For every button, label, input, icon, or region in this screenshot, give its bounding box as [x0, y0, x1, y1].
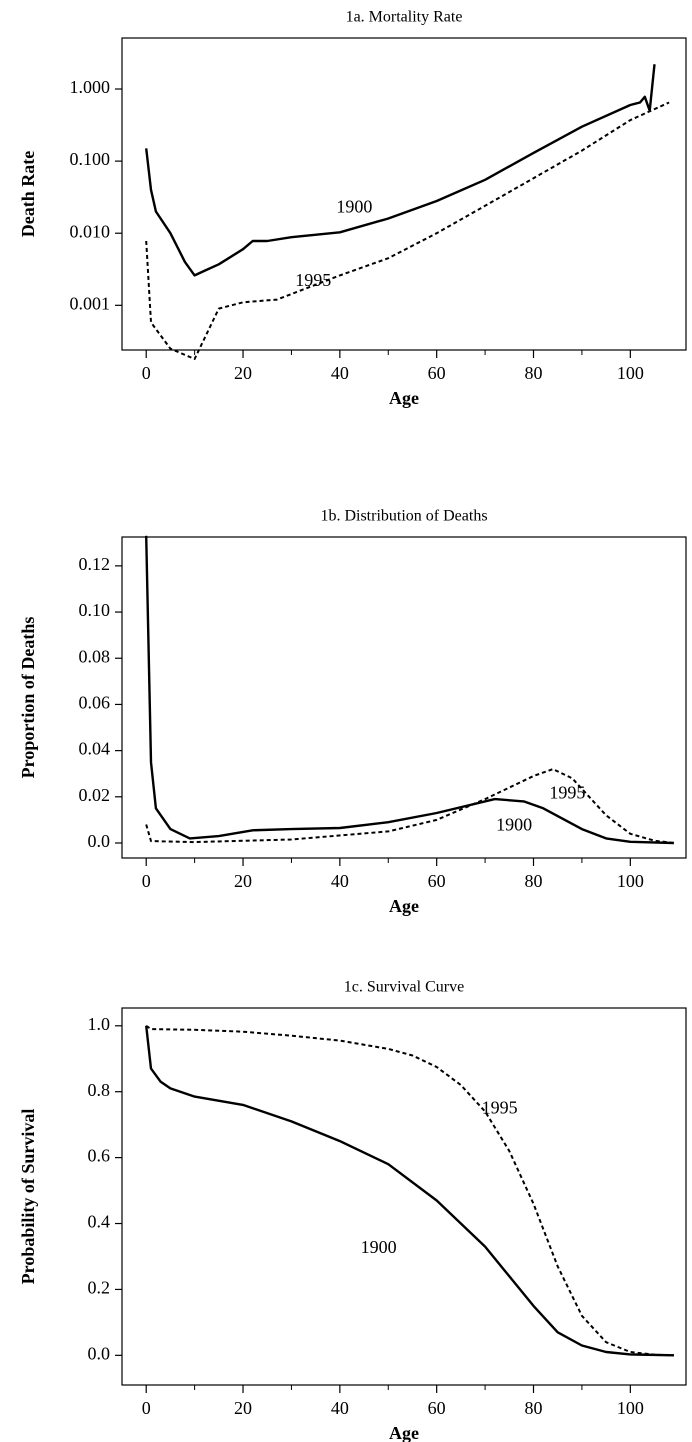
- y-tick-label: 0.0: [88, 1343, 111, 1363]
- y-tick-label: 0.10: [79, 600, 111, 620]
- y-tick-label: 0.04: [79, 739, 111, 759]
- x-tick-label: 60: [428, 871, 446, 891]
- x-tick-label: 40: [331, 871, 349, 891]
- y-tick-label: 0.100: [70, 149, 111, 169]
- x-tick-label: 60: [428, 363, 446, 383]
- series-label: 1900: [496, 814, 532, 834]
- series-line: [145, 64, 656, 277]
- y-tick-label: 0.010: [70, 221, 111, 241]
- x-tick-label: 20: [234, 1398, 252, 1418]
- x-tick-label: 100: [617, 1398, 644, 1418]
- series-line: [145, 1024, 674, 1357]
- x-axis-label: Age: [389, 388, 419, 408]
- y-axis-label: Probability of Survival: [18, 1109, 38, 1285]
- plot-frame: [121, 1007, 687, 1386]
- y-tick-label: 1.000: [70, 77, 111, 97]
- x-tick-label: 0: [142, 363, 151, 383]
- series-label: 1900: [361, 1237, 397, 1257]
- series-label: 1995: [549, 783, 585, 803]
- y-axis-label: Death Rate: [18, 151, 38, 237]
- y-tick-label: 0.4: [88, 1212, 111, 1232]
- x-axis-label: Age: [389, 1423, 419, 1442]
- series-line: [145, 1025, 674, 1357]
- x-tick-label: 20: [234, 363, 252, 383]
- y-tick-label: 0.0: [88, 831, 111, 851]
- y-tick-label: 0.12: [79, 554, 111, 574]
- y-tick-label: 0.06: [79, 693, 111, 713]
- y-tick-label: 0.02: [79, 785, 111, 805]
- x-tick-label: 0: [142, 871, 151, 891]
- y-tick-label: 0.08: [79, 646, 111, 666]
- series-label: 1995: [295, 270, 331, 290]
- x-tick-label: 80: [525, 363, 543, 383]
- series-line: [145, 535, 674, 845]
- plot-frame: [121, 37, 687, 351]
- series-label: 1995: [482, 1098, 518, 1118]
- plot-frame: [121, 536, 687, 859]
- y-tick-label: 0.001: [70, 293, 111, 313]
- x-tick-label: 40: [331, 363, 349, 383]
- x-tick-label: 0: [142, 1398, 151, 1418]
- y-tick-label: 0.6: [88, 1146, 111, 1166]
- y-tick-label: 1.0: [88, 1014, 111, 1034]
- x-tick-label: 80: [525, 1398, 543, 1418]
- y-tick-label: 0.8: [88, 1080, 111, 1100]
- x-axis-label: Age: [389, 896, 419, 916]
- series-line: [145, 768, 675, 844]
- chart-title: 1b. Distribution of Deaths: [320, 508, 487, 525]
- x-tick-label: 40: [331, 1398, 349, 1418]
- series-line: [145, 101, 670, 360]
- chart-title: 1c. Survival Curve: [344, 979, 464, 996]
- x-tick-label: 100: [617, 871, 644, 891]
- x-tick-label: 80: [525, 871, 543, 891]
- series-label: 1900: [336, 197, 372, 217]
- x-tick-label: 100: [617, 363, 644, 383]
- chart-title: 1a. Mortality Rate: [346, 9, 463, 26]
- x-tick-label: 20: [234, 871, 252, 891]
- x-tick-label: 60: [428, 1398, 446, 1418]
- y-tick-label: 0.2: [88, 1278, 111, 1298]
- y-axis-label: Proportion of Deaths: [18, 617, 38, 779]
